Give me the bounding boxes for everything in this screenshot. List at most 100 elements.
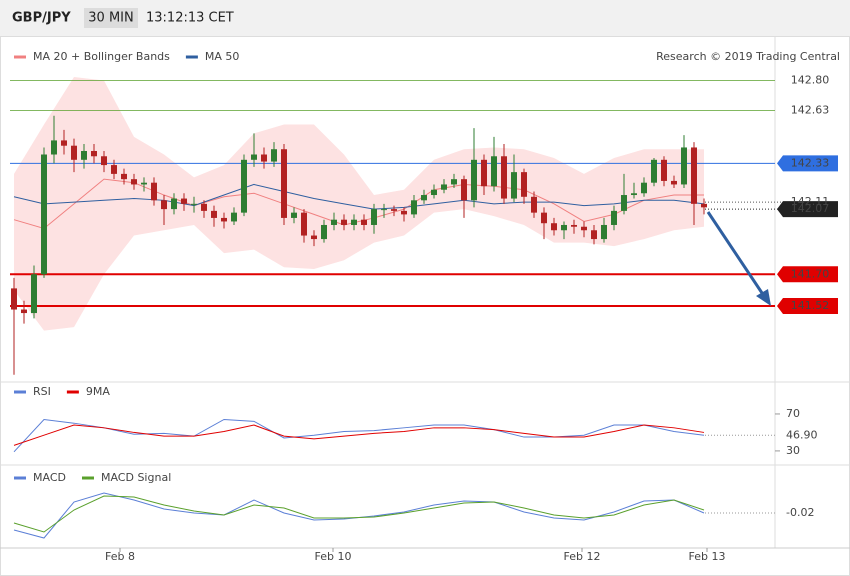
- candle-body: [301, 212, 307, 236]
- candle-body: [391, 209, 397, 211]
- candle-body: [181, 198, 187, 204]
- candle-body: [491, 156, 497, 187]
- x-tick-label: Feb 8: [105, 550, 135, 563]
- candle-body: [261, 154, 267, 162]
- candle-body: [281, 149, 287, 218]
- candle-body: [341, 219, 347, 225]
- interval: 30 MIN: [88, 11, 133, 26]
- header-bar: [0, 0, 850, 36]
- candle-body: [501, 156, 507, 199]
- candle-body: [271, 149, 277, 162]
- candle-body: [611, 210, 617, 225]
- level-label: 142.63: [791, 103, 830, 116]
- candle-body: [121, 173, 127, 180]
- candle-body: [621, 195, 627, 211]
- candle-body: [411, 200, 417, 215]
- level-box: [777, 155, 838, 172]
- candle-body: [671, 180, 677, 185]
- level-label: 142.11: [791, 195, 830, 208]
- rsi-line: [13, 424, 705, 446]
- level-label: 142.07: [791, 202, 830, 215]
- candle-body: [541, 212, 547, 224]
- legend-label: MACD: [33, 471, 66, 484]
- candle-body: [591, 230, 597, 240]
- time: 13:12:13 CET: [146, 11, 234, 26]
- candle-body: [451, 179, 457, 185]
- candle-body: [381, 209, 387, 211]
- candle-body: [251, 154, 257, 160]
- level-label: 141.52: [791, 299, 830, 312]
- candle-body: [661, 159, 667, 181]
- interval-box: [84, 8, 138, 28]
- candle-body: [571, 224, 577, 227]
- credit: Research © 2019 Trading Central: [656, 50, 840, 63]
- candle-body: [171, 198, 177, 210]
- candle-body: [351, 219, 357, 225]
- macd-line: [13, 495, 705, 533]
- candle-body: [531, 196, 537, 213]
- legend-label: MA 20 + Bollinger Bands: [33, 50, 170, 63]
- legend-label: RSI: [33, 385, 51, 398]
- candle-body: [471, 159, 477, 201]
- candle-body: [191, 203, 197, 205]
- macd-line: [13, 492, 705, 539]
- rsi-tick-label: 70: [786, 407, 800, 420]
- candle-body: [211, 210, 217, 218]
- legend-label: 9MA: [86, 385, 110, 398]
- x-tick-label: Feb 12: [564, 550, 601, 563]
- candle-body: [461, 179, 467, 201]
- candle-body: [61, 140, 67, 146]
- candle-body: [401, 210, 407, 215]
- candle-body: [651, 159, 657, 183]
- candle-body: [231, 212, 237, 222]
- candle-body: [91, 150, 97, 157]
- level-box: [777, 201, 838, 218]
- x-tick-label: Feb 10: [315, 550, 352, 563]
- candle-body: [111, 165, 117, 174]
- candle-body: [51, 140, 57, 155]
- symbol: GBP/JPY: [12, 11, 71, 26]
- candle-body: [431, 189, 437, 196]
- candle-body: [361, 219, 367, 225]
- rsi-line: [13, 418, 705, 453]
- candle-body: [691, 147, 697, 204]
- candle-body: [161, 200, 167, 210]
- forecast-arrow: [706, 211, 766, 297]
- candle-body: [521, 172, 527, 197]
- bollinger-band: [14, 76, 704, 331]
- candle-body: [511, 172, 517, 199]
- candle-body: [311, 235, 317, 240]
- candle-body: [631, 193, 637, 196]
- level-box: [777, 266, 838, 283]
- level-box: [777, 298, 838, 315]
- candle-body: [441, 184, 447, 190]
- candle-body: [701, 203, 707, 208]
- candle-body: [41, 154, 47, 275]
- candle-body: [81, 150, 87, 160]
- candle-body: [131, 179, 137, 185]
- legend-label: MA 50: [205, 50, 240, 63]
- moving-average: [13, 178, 704, 230]
- candle-body: [291, 212, 297, 218]
- level-label: 141.70: [791, 267, 830, 280]
- level-label: 142.80: [791, 74, 830, 87]
- candle-body: [601, 224, 607, 240]
- candle-body: [581, 226, 587, 231]
- macd-current-label: -0.02: [786, 506, 814, 519]
- candle-body: [141, 182, 147, 185]
- candle-body: [71, 145, 77, 160]
- candle-body: [21, 309, 27, 314]
- candle-body: [481, 159, 487, 187]
- candle-body: [241, 159, 247, 213]
- x-tick-label: Feb 13: [689, 550, 726, 563]
- candle-body: [151, 182, 157, 201]
- candle-body: [421, 195, 427, 201]
- candle-body: [321, 224, 327, 240]
- candle-body: [561, 224, 567, 231]
- candle-body: [371, 209, 377, 225]
- legend-label: MACD Signal: [101, 471, 171, 484]
- candle-body: [31, 274, 37, 314]
- candle-body: [551, 223, 557, 231]
- candle-body: [11, 288, 17, 310]
